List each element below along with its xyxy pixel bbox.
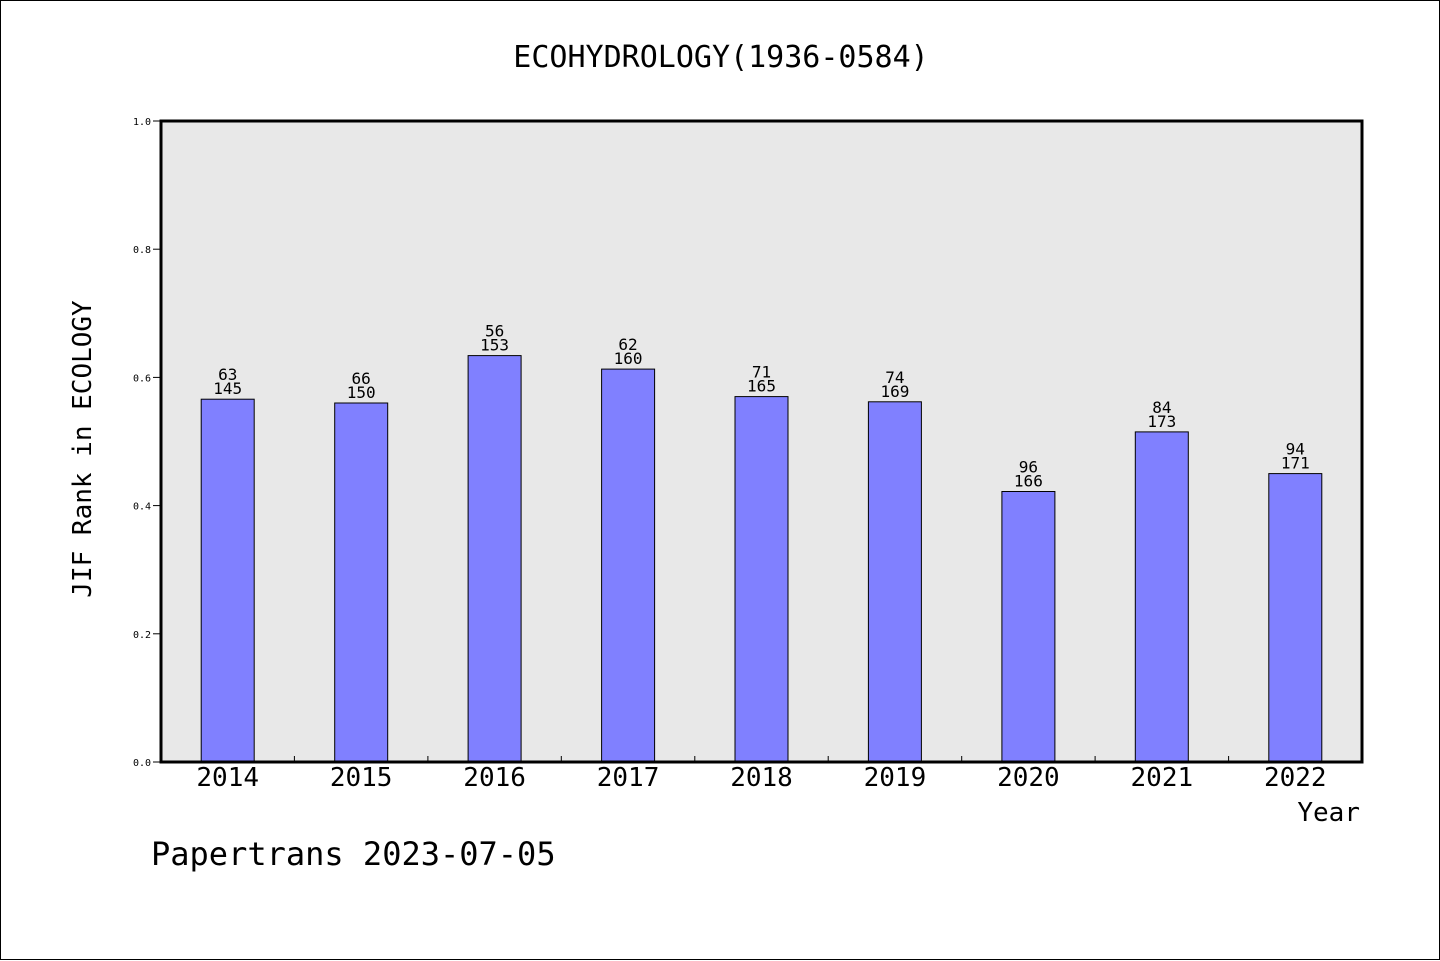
bar-2020 [1001, 491, 1056, 763]
footer-text: Papertrans 2023-07-05 [151, 835, 556, 873]
bar-label-total: 153 [480, 336, 509, 355]
bar-label-rank: 84 [1152, 398, 1171, 417]
x-tick-label: 2015 [330, 763, 393, 793]
bar-label-rank: 63 [218, 365, 237, 384]
bar-label-total: 150 [347, 383, 376, 402]
x-tick-label: 2019 [864, 763, 927, 793]
y-tick-label: 0.6 [133, 373, 151, 384]
bar-label-total: 145 [213, 379, 242, 398]
x-tick-label: 2018 [730, 763, 793, 793]
bar-label-total: 165 [747, 377, 776, 396]
bar-label-rank: 96 [1019, 458, 1038, 477]
bar-2022 [1268, 473, 1323, 763]
y-tick-label: 0.2 [133, 630, 151, 641]
bar-label-rank: 66 [352, 369, 371, 388]
x-tick-label: 2021 [1131, 763, 1194, 793]
bar-label-rank: 74 [885, 368, 904, 387]
bar-label-rank: 94 [1286, 440, 1305, 459]
bar-label-total: 160 [614, 349, 643, 368]
x-tick-label: 2017 [597, 763, 660, 793]
plot-border [159, 119, 1364, 764]
y-tick-label: 0.4 [133, 502, 151, 513]
bar-2018 [734, 396, 789, 763]
bar-label-rank: 62 [618, 335, 637, 354]
y-tick-label: 0.0 [133, 758, 151, 769]
bar-label-total: 169 [880, 382, 909, 401]
bar-2019 [867, 401, 922, 763]
x-tick-label: 2016 [463, 763, 526, 793]
bar-2017 [601, 368, 656, 763]
bar-2016 [467, 355, 522, 763]
y-axis-label: JIF Rank in ECOLOGY [68, 300, 98, 598]
bar-label-total: 166 [1014, 472, 1043, 491]
bar-2014 [200, 398, 255, 763]
chart-title: ECOHYDROLOGY(1936-0584) [513, 40, 928, 75]
x-axis-label: Year [1297, 798, 1360, 828]
bar-label-total: 171 [1281, 454, 1310, 473]
y-tick-label: 0.8 [133, 245, 151, 256]
x-tick-label: 2014 [196, 763, 259, 793]
x-tick-label: 2022 [1264, 763, 1327, 793]
bar-2015 [334, 402, 389, 763]
bar-label-rank: 56 [485, 322, 504, 341]
bar-label-total: 173 [1147, 412, 1176, 431]
y-tick-label: 1.0 [133, 117, 151, 128]
bar-2021 [1134, 431, 1189, 763]
bar-label-rank: 71 [752, 363, 771, 382]
x-tick-label: 2020 [997, 763, 1060, 793]
